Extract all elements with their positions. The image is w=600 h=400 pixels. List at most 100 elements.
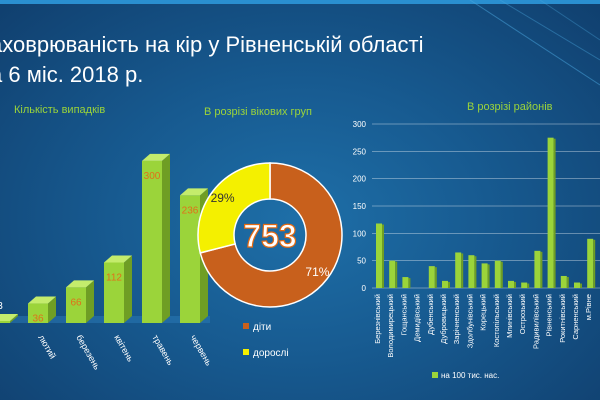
district-bar-side <box>593 239 596 288</box>
category-label: квітень <box>112 333 136 364</box>
district-label: Млинівський <box>505 294 514 338</box>
y-tick-label: 300 <box>353 120 367 129</box>
district-label: Березнівський <box>373 294 382 344</box>
bar-top <box>180 188 208 196</box>
bar-front <box>180 195 200 323</box>
district-bar-chart: 0 50 100 150 200 250 300 Березнівський Володимир… <box>353 120 600 380</box>
legend-item: на 100 тис. нас. <box>441 371 499 380</box>
district-bar <box>521 282 528 288</box>
bar-side <box>124 255 132 323</box>
y-tick-label: 250 <box>353 147 367 156</box>
district-label: Здолбунівський <box>465 294 474 348</box>
data-label: 112 <box>106 272 122 283</box>
district-bar <box>547 137 554 288</box>
bar-side <box>48 296 56 323</box>
district-bar-side <box>474 256 477 288</box>
title-line-2: а 6 міс. 2018 р. <box>0 62 144 87</box>
district-label: Демидівський <box>413 294 422 342</box>
legend-item: дорослі <box>253 348 289 359</box>
age-donut-chart: 71% 29% 753 діти дорослі <box>197 162 343 359</box>
district-bar <box>428 266 435 288</box>
bar-front <box>142 160 162 323</box>
donut-slice <box>199 162 343 308</box>
bar-side <box>162 153 170 323</box>
cases-bar-chart: 3 36 лютий 66 березень 112 квітень 300 травень 23… <box>0 153 210 372</box>
district-label: Корецький <box>479 294 488 331</box>
district-label: Сарненський <box>571 294 580 340</box>
bar-front <box>28 303 48 323</box>
bar <box>0 314 18 323</box>
bar-side <box>10 314 18 323</box>
district-bar <box>442 280 448 288</box>
district-bar <box>481 263 488 288</box>
district-label: Острозький <box>518 294 527 334</box>
district-bar <box>587 238 594 288</box>
bar-side <box>86 280 94 323</box>
y-tick-label: 0 <box>362 284 367 293</box>
y-tick-label: 150 <box>353 202 367 211</box>
district-label: Гощанський <box>399 294 408 336</box>
district-bar-side <box>514 281 516 288</box>
district-bar-side <box>448 281 450 288</box>
district-bar <box>376 223 382 288</box>
bar-front <box>104 262 124 323</box>
district-label: Рівненський <box>545 294 554 336</box>
y-tick-label: 50 <box>357 257 366 266</box>
district-bar <box>494 260 501 288</box>
slice-label: 71% <box>305 265 329 279</box>
district-bar-side <box>553 138 556 288</box>
district-bar <box>402 277 409 288</box>
donut-center-total: 753 <box>243 218 296 254</box>
district-bar-side <box>382 224 384 288</box>
district-bar-side <box>540 251 543 288</box>
data-label: 66 <box>70 297 82 308</box>
bar-top <box>28 296 56 304</box>
district-label: Костопільський <box>492 294 501 347</box>
district-chart-title: В розрізі районів <box>467 101 553 113</box>
district-bar-side <box>487 264 490 288</box>
district-bar <box>560 275 567 288</box>
district-bar <box>534 250 541 288</box>
bar-front <box>66 287 86 323</box>
district-label: Володимирецький <box>386 294 395 358</box>
district-bar-side <box>408 278 411 288</box>
slice-label: 29% <box>211 191 235 205</box>
data-label: 36 <box>32 314 44 325</box>
district-label: Дубровицький <box>439 294 448 344</box>
age-chart-title: В розрізі вікових груп <box>204 106 313 118</box>
district-label: Дубенський <box>426 294 435 335</box>
title-line-1: аховрюваність на кір у Рівненській облас… <box>0 32 424 57</box>
bar <box>66 280 94 323</box>
bar <box>28 296 56 323</box>
donut-slice <box>197 162 271 254</box>
legend-swatch <box>432 372 438 378</box>
bar-top <box>104 255 132 263</box>
district-bar-side <box>461 253 464 288</box>
category-label: лютий <box>36 333 58 361</box>
bar-top <box>0 314 18 321</box>
district-bar-side <box>500 261 503 288</box>
district-bar <box>574 282 580 288</box>
bar-front <box>0 321 10 323</box>
legend-item: діти <box>253 322 271 333</box>
bar-top <box>142 153 170 161</box>
data-label: 236 <box>182 205 199 216</box>
data-label: 300 <box>144 171 161 182</box>
legend-swatch <box>243 323 249 329</box>
district-bar-side <box>434 267 437 288</box>
cases-chart-title: Кількість випадків <box>14 104 106 116</box>
district-bar <box>389 260 396 288</box>
district-bar-side <box>395 261 398 288</box>
bar <box>142 153 170 323</box>
district-label: Радивилівський <box>531 294 540 349</box>
district-label: м.Рівне <box>584 294 593 320</box>
district-bar-side <box>580 283 582 288</box>
district-bar <box>508 280 514 288</box>
slide-title: аховрюваність на кір у Рівненській облас… <box>0 30 530 90</box>
district-label: Рокитнівський <box>558 294 567 343</box>
y-tick-label: 200 <box>353 175 367 184</box>
y-tick-label: 100 <box>353 229 367 238</box>
category-label: березень <box>74 333 102 372</box>
category-label: травень <box>150 333 176 367</box>
